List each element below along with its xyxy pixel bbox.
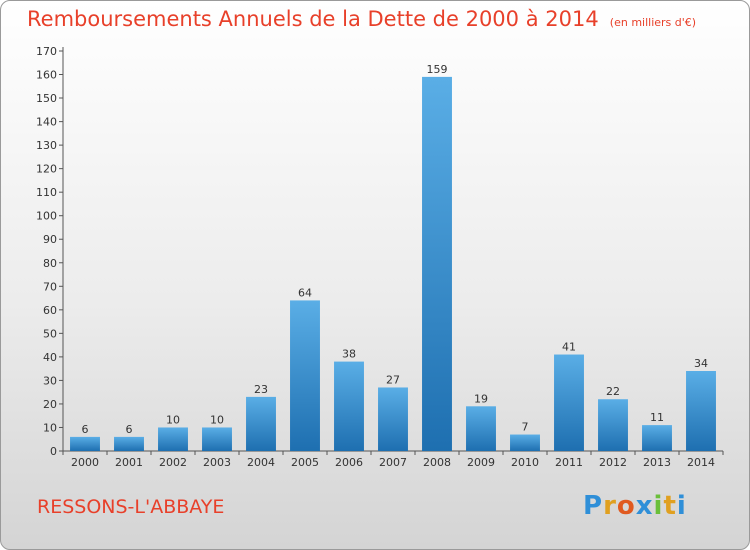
bars: 6 6 10 10 23 64 38 27 159 19 7 41 22 11 34: [70, 63, 716, 451]
y-tick-label: 80: [43, 257, 57, 270]
bar: [334, 361, 364, 451]
commune-name: RESSONS-L'ABBAYE: [37, 496, 225, 518]
data-label: 34: [694, 357, 708, 370]
bar: [642, 425, 672, 451]
y-tick-label: 70: [43, 280, 57, 293]
bar: [70, 436, 100, 451]
y-tick-label: 140: [36, 116, 57, 129]
x-tick-label: 2010: [511, 456, 539, 469]
x-tick-label: 2004: [247, 456, 275, 469]
logo-letter: i: [653, 491, 664, 521]
proxiti-logo: Proxiti: [583, 491, 687, 521]
data-label: 23: [254, 383, 268, 396]
data-label: 38: [342, 348, 356, 361]
bar: [510, 434, 540, 451]
x-tick-label: 2002: [159, 456, 187, 469]
y-tick-label: 130: [36, 139, 57, 152]
logo-letter: t: [663, 491, 677, 521]
chart-title: Remboursements Annuels de la Dette de 20…: [27, 7, 599, 31]
data-label: 7: [522, 421, 529, 434]
bar: [158, 427, 188, 451]
x-tick-label: 2001: [115, 456, 143, 469]
y-tick-label: 10: [43, 421, 57, 434]
y-tick-label: 120: [36, 163, 57, 176]
logo-letter: o: [616, 491, 636, 521]
y-tick-label: 40: [43, 351, 57, 364]
bar: [466, 406, 496, 451]
data-label: 10: [166, 413, 180, 426]
y-axis: 0 10 20 30 40 50 60 70 80 90 100 110 120 130 140 150 160…: [36, 45, 64, 458]
bar: [246, 396, 276, 451]
x-tick-label: 2003: [203, 456, 231, 469]
data-label: 6: [82, 423, 89, 436]
logo-letter: x: [635, 491, 654, 521]
x-tick-label: 2000: [71, 456, 99, 469]
data-label: 27: [386, 373, 400, 386]
x-tick-label: 2013: [643, 456, 671, 469]
y-tick-label: 30: [43, 374, 57, 387]
y-tick-label: 170: [36, 45, 57, 58]
data-label: 10: [210, 413, 224, 426]
x-tick-label: 2005: [291, 456, 319, 469]
x-tick-label: 2006: [335, 456, 363, 469]
y-tick-label: 150: [36, 92, 57, 105]
y-tick-label: 160: [36, 69, 57, 82]
bar: [202, 427, 232, 451]
x-tick-label: 2014: [687, 456, 715, 469]
bar: [422, 76, 452, 451]
logo-letter: i: [676, 491, 687, 521]
y-tick-label: 100: [36, 210, 57, 223]
data-label: 22: [606, 385, 620, 398]
bar: [554, 354, 584, 451]
y-tick-label: 0: [50, 445, 57, 458]
chart-subtitle: (en milliers d'€): [609, 16, 697, 29]
y-tick-label: 20: [43, 398, 57, 411]
title-row: Remboursements Annuels de la Dette de 20…: [27, 7, 696, 31]
bar: [114, 436, 144, 451]
bar: [686, 371, 716, 451]
data-label: 41: [562, 341, 576, 354]
logo-letter: P: [583, 491, 604, 521]
x-tick-label: 2009: [467, 456, 495, 469]
logo-letter: r: [603, 491, 617, 521]
x-tick-label: 2012: [599, 456, 627, 469]
data-label: 64: [298, 286, 312, 299]
bar: [378, 387, 408, 451]
bar: [598, 399, 628, 451]
y-tick-label: 60: [43, 304, 57, 317]
data-label: 11: [650, 411, 664, 424]
y-tick-label: 110: [36, 186, 57, 199]
y-tick-label: 90: [43, 233, 57, 246]
data-label: 19: [474, 392, 488, 405]
x-axis: 2000 2001 2002 2003 2004 2005 2006 2007 2008 2009…: [62, 450, 724, 469]
x-tick-label: 2008: [423, 456, 451, 469]
x-tick-label: 2007: [379, 456, 407, 469]
y-tick-label: 50: [43, 327, 57, 340]
x-tick-label: 2011: [555, 456, 583, 469]
bar: [290, 300, 320, 451]
data-label: 6: [126, 423, 133, 436]
data-label: 159: [427, 63, 448, 76]
